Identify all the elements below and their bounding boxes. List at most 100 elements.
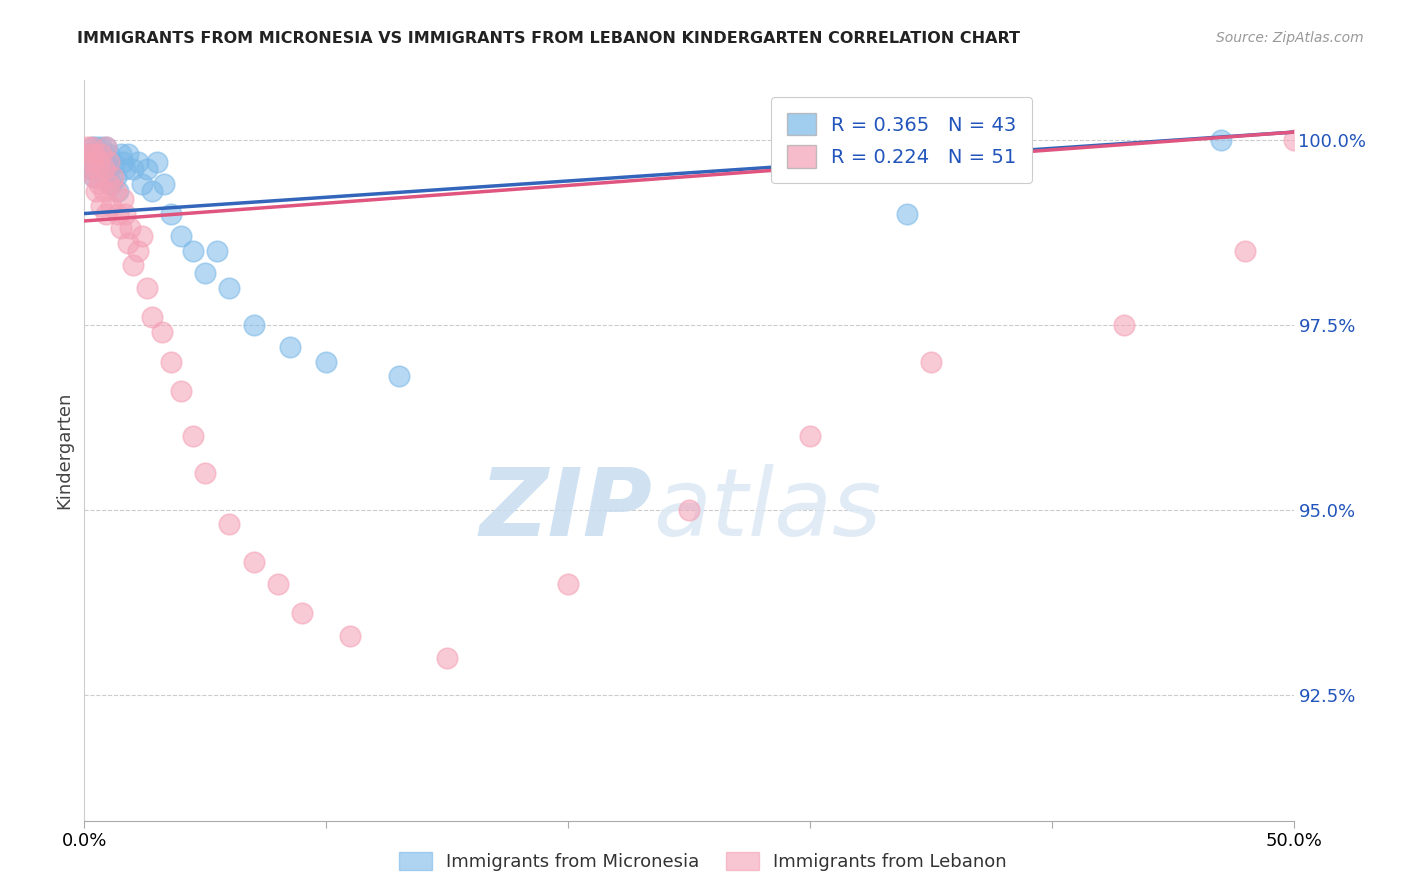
Point xyxy=(97,177,120,191)
Point xyxy=(87,154,110,169)
Point xyxy=(103,169,125,184)
Point xyxy=(339,629,361,643)
Point xyxy=(93,185,115,199)
Point xyxy=(90,147,112,161)
Point xyxy=(94,140,117,154)
Point xyxy=(181,244,204,258)
Point xyxy=(136,162,159,177)
Point xyxy=(112,192,135,206)
Point xyxy=(160,206,183,220)
Point xyxy=(86,162,108,177)
Point xyxy=(83,169,105,184)
Point xyxy=(436,650,458,665)
Point xyxy=(77,162,100,177)
Point xyxy=(86,140,108,154)
Point xyxy=(218,517,240,532)
Point xyxy=(127,154,149,169)
Point xyxy=(83,147,105,161)
Point xyxy=(86,185,108,199)
Point xyxy=(117,147,139,161)
Point xyxy=(93,162,115,177)
Point xyxy=(160,354,183,368)
Text: IMMIGRANTS FROM MICRONESIA VS IMMIGRANTS FROM LEBANON KINDERGARTEN CORRELATION C: IMMIGRANTS FROM MICRONESIA VS IMMIGRANTS… xyxy=(77,31,1021,46)
Point xyxy=(86,154,108,169)
Point xyxy=(80,154,103,169)
Point xyxy=(94,206,117,220)
Point xyxy=(83,147,105,161)
Point xyxy=(90,199,112,213)
Point xyxy=(136,280,159,294)
Point xyxy=(77,147,100,161)
Point xyxy=(153,177,176,191)
Point xyxy=(80,140,103,154)
Point xyxy=(218,280,240,294)
Point xyxy=(90,162,112,177)
Point xyxy=(114,206,136,220)
Point xyxy=(80,162,103,177)
Point xyxy=(920,354,942,368)
Point xyxy=(242,555,264,569)
Point xyxy=(107,206,129,220)
Point xyxy=(93,169,115,184)
Point xyxy=(242,318,264,332)
Point xyxy=(80,140,103,154)
Point xyxy=(181,428,204,442)
Point xyxy=(87,147,110,161)
Point xyxy=(207,244,229,258)
Point xyxy=(103,154,125,169)
Point xyxy=(291,607,314,621)
Point xyxy=(87,177,110,191)
Point xyxy=(94,140,117,154)
Text: atlas: atlas xyxy=(652,464,882,555)
Point xyxy=(107,185,129,199)
Point xyxy=(131,177,153,191)
Point xyxy=(97,147,120,161)
Point xyxy=(388,369,411,384)
Point xyxy=(278,340,301,354)
Point xyxy=(114,162,136,177)
Point xyxy=(1114,318,1136,332)
Point xyxy=(104,169,127,184)
Point xyxy=(194,466,217,480)
Point xyxy=(170,384,193,399)
Point xyxy=(141,185,163,199)
Point xyxy=(76,140,98,154)
Point xyxy=(896,206,918,220)
Point xyxy=(1209,132,1232,146)
Point xyxy=(77,154,100,169)
Point xyxy=(121,162,143,177)
Point xyxy=(678,502,700,516)
Point xyxy=(117,236,139,251)
Point xyxy=(557,576,579,591)
Point xyxy=(170,228,193,243)
Point xyxy=(194,266,217,280)
Point xyxy=(150,325,173,339)
Point xyxy=(121,259,143,273)
Point xyxy=(90,140,112,154)
Point xyxy=(1282,132,1305,146)
Point xyxy=(83,169,105,184)
Point xyxy=(110,221,132,235)
Point xyxy=(93,154,115,169)
Point xyxy=(110,147,132,161)
Point xyxy=(1234,244,1257,258)
Point xyxy=(267,576,290,591)
Point xyxy=(97,154,120,169)
Point xyxy=(97,162,120,177)
Point xyxy=(131,228,153,243)
Point xyxy=(315,354,337,368)
Point xyxy=(100,177,122,191)
Legend: R = 0.365   N = 43, R = 0.224   N = 51: R = 0.365 N = 43, R = 0.224 N = 51 xyxy=(772,97,1032,183)
Text: ZIP: ZIP xyxy=(479,464,652,556)
Point xyxy=(104,185,127,199)
Point xyxy=(127,244,149,258)
Point xyxy=(76,147,98,161)
Point xyxy=(112,154,135,169)
Point xyxy=(141,310,163,325)
Point xyxy=(120,221,142,235)
Point xyxy=(799,428,821,442)
Point xyxy=(100,199,122,213)
Text: Source: ZipAtlas.com: Source: ZipAtlas.com xyxy=(1216,31,1364,45)
Legend: Immigrants from Micronesia, Immigrants from Lebanon: Immigrants from Micronesia, Immigrants f… xyxy=(392,845,1014,879)
Point xyxy=(146,154,169,169)
